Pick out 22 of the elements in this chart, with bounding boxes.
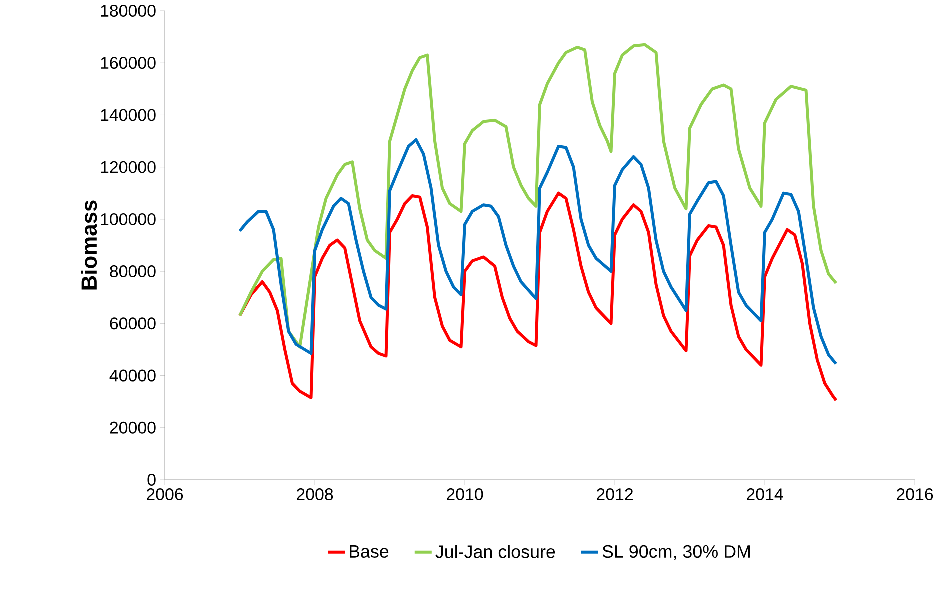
legend-label: Base bbox=[350, 545, 389, 558]
legend-label: Jul-Jan closure bbox=[436, 545, 556, 558]
y-tick-label: 180000 bbox=[101, 4, 156, 17]
y-tick-label: 20000 bbox=[110, 422, 156, 434]
x-tick-label: 2006 bbox=[147, 488, 184, 501]
y-tick-label: 40000 bbox=[110, 370, 156, 382]
y-axis-title: Biomass bbox=[81, 200, 98, 290]
x-tick-label: 2012 bbox=[597, 488, 633, 501]
x-tick-label: 2016 bbox=[897, 488, 934, 501]
x-tick-label: 2008 bbox=[297, 488, 334, 501]
x-tick-label: 2014 bbox=[747, 488, 784, 501]
y-tick-label: 100000 bbox=[101, 213, 156, 226]
y-tick-label: 0 bbox=[148, 474, 156, 486]
line-series bbox=[238, 138, 838, 366]
legend-label: SL 90cm, 30% DM bbox=[602, 545, 750, 560]
y-tick-label: 160000 bbox=[101, 57, 156, 70]
x-tick-label: 2010 bbox=[447, 488, 484, 501]
y-tick-label: 120000 bbox=[101, 161, 156, 174]
y-tick-label: 60000 bbox=[110, 318, 156, 330]
y-tick-label: 140000 bbox=[101, 109, 156, 122]
line-series bbox=[238, 192, 838, 402]
y-tick-label: 80000 bbox=[110, 266, 156, 278]
